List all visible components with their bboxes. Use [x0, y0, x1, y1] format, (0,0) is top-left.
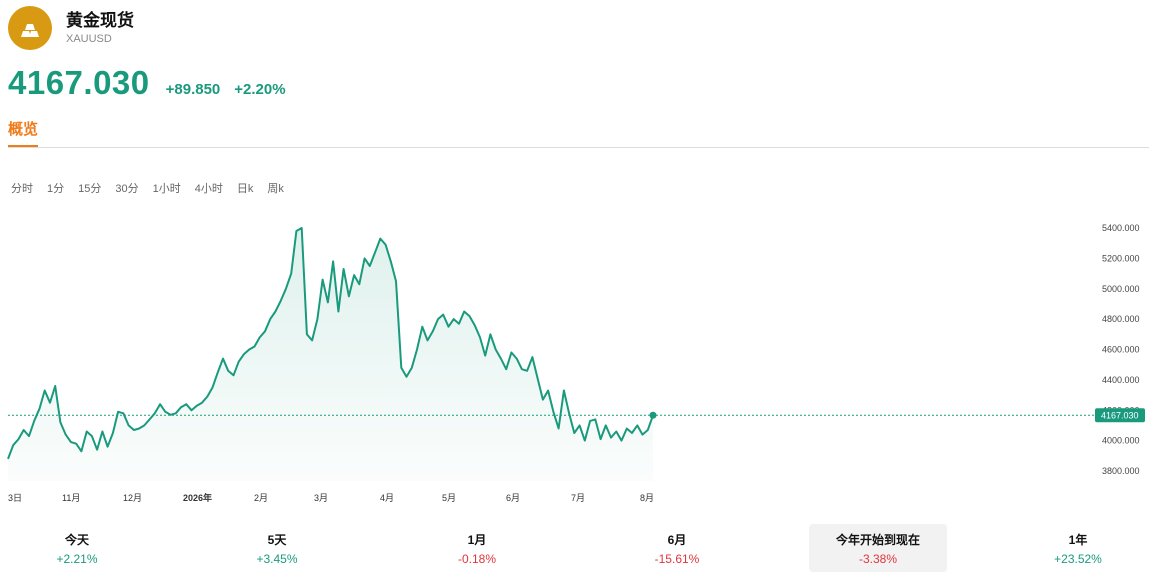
performance-value: -15.61%: [654, 552, 700, 566]
interval-daily[interactable]: 日k: [236, 183, 254, 195]
performance-item[interactable]: 1月 -0.18%: [408, 524, 546, 572]
current-price: 4167.030: [8, 64, 150, 101]
x-tick-label: 3日: [8, 493, 22, 503]
price-change-percent: +2.20%: [234, 81, 286, 98]
tab-divider: [8, 147, 1149, 148]
y-tick-label: 5400.000: [1102, 223, 1140, 233]
performance-value: -0.18%: [457, 552, 497, 566]
x-tick-label: 4月: [380, 493, 394, 503]
performance-value: +2.21%: [56, 552, 98, 566]
performance-item[interactable]: 6月 -15.61%: [608, 524, 746, 572]
interval-4hour[interactable]: 4小时: [194, 183, 223, 195]
price-line: [7, 227, 654, 460]
current-price-label-text: 4167.030: [1101, 410, 1139, 420]
performance-item[interactable]: 1年 +23.52%: [1009, 524, 1147, 572]
interval-1min[interactable]: 1分: [47, 183, 65, 195]
y-axis: 5400.000 5200.000 5000.000 4800.000 4600.000…: [1102, 223, 1140, 476]
performance-item[interactable]: 5天 +3.45%: [208, 524, 346, 572]
performance-item[interactable]: 今年开始到现在 -3.38%: [809, 524, 947, 572]
gold-bars-icon: [8, 6, 52, 50]
y-tick-label: 4000.000: [1102, 436, 1140, 446]
y-tick-label: 5200.000: [1102, 253, 1140, 263]
x-tick-label: 12月: [123, 493, 142, 503]
performance-label: 1月: [467, 533, 487, 547]
interval-weekly[interactable]: 周k: [267, 183, 284, 195]
interval-15min[interactable]: 15分: [78, 183, 102, 195]
x-tick-label: 7月: [571, 493, 585, 503]
tab-overview[interactable]: 概览: [8, 121, 39, 138]
x-tick-label: 8月: [640, 493, 654, 503]
price-chart[interactable]: 5400.000 5200.000 5000.000 4800.000 4600.000…: [0, 200, 1157, 510]
x-axis: 3日 11月 12月 2026年 2月 3月 4月 5月 6月 7月 8月: [8, 492, 654, 503]
y-tick-label: 5000.000: [1102, 284, 1140, 294]
x-tick-label: 2月: [254, 493, 268, 503]
y-tick-label: 4800.000: [1102, 314, 1140, 324]
price-change: +89.850: [165, 81, 221, 98]
x-tick-label: 11月: [62, 493, 80, 503]
interval-1hour[interactable]: 1小时: [152, 183, 181, 195]
performance-label: 6月: [667, 533, 687, 547]
performance-label: 5天: [267, 533, 287, 547]
y-tick-label: 4600.000: [1102, 345, 1140, 355]
performance-bar: 今天 +2.21% 5天 +3.45% 1月 -0.18% 6月 -15.61% 今年开始到现在…: [0, 524, 1157, 572]
x-tick-label: 6月: [506, 493, 520, 503]
performance-value: -3.38%: [858, 552, 898, 566]
y-tick-label: 3800.000: [1102, 466, 1140, 476]
performance-value: +3.45%: [256, 552, 298, 566]
interval-30min[interactable]: 30分: [115, 183, 139, 195]
performance-label: 今年开始到现在: [835, 533, 920, 547]
instrument-name: 黄金现货: [66, 11, 134, 30]
performance-label: 今天: [64, 533, 89, 547]
price-row: 4167.030 +89.850 +2.20%: [8, 64, 286, 102]
price-area-fill: [8, 228, 653, 481]
interval-selector: 分时 1分 15分 30分 1小时 4小时 日k 周k: [11, 180, 298, 196]
instrument-symbol: XAUUSD: [66, 33, 112, 45]
tab-active-indicator: [8, 145, 38, 148]
x-tick-label: 3月: [314, 493, 328, 503]
x-tick-label: 2026年: [183, 492, 212, 503]
instrument-header: 黄金现货 XAUUSD: [8, 6, 134, 50]
y-tick-label: 4400.000: [1102, 375, 1140, 385]
performance-label: 1年: [1068, 533, 1088, 547]
current-price-label: 4167.030: [1095, 408, 1145, 423]
interval-intraday[interactable]: 分时: [11, 183, 33, 195]
performance-item[interactable]: 今天 +2.21%: [8, 524, 146, 572]
last-price-dot: [649, 411, 657, 419]
x-tick-label: 5月: [442, 493, 456, 503]
performance-value: +23.52%: [1054, 552, 1102, 566]
